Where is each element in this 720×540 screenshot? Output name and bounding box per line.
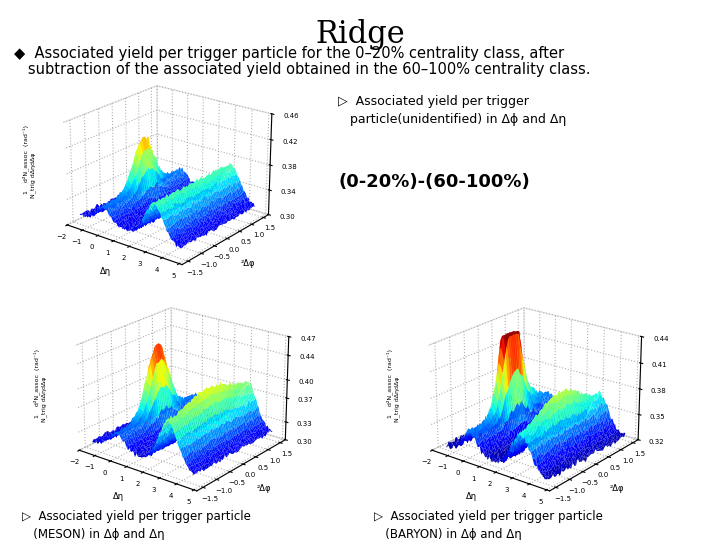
Y-axis label: ²Δφ: ²Δφ [241, 259, 256, 268]
Y-axis label: ²Δφ: ²Δφ [257, 484, 271, 494]
Text: (0-20%)-(60-100%): (0-20%)-(60-100%) [338, 173, 530, 191]
Text: 1    d²N_assoc  (rad⁻¹)
N_trig dΔηdΔφ: 1 d²N_assoc (rad⁻¹) N_trig dΔηdΔφ [387, 349, 400, 422]
Text: subtraction of the associated yield obtained in the 60–100% centrality class.: subtraction of the associated yield obta… [14, 62, 591, 77]
Text: ▷  Associated yield per trigger
   particle(unidentified) in Δϕ and Δη: ▷ Associated yield per trigger particle(… [338, 94, 567, 126]
Text: 1    d²N_assoc  (rad⁻¹)
N_trig dΔηdΔφ: 1 d²N_assoc (rad⁻¹) N_trig dΔηdΔφ [23, 125, 36, 198]
Text: ◆  Associated yield per trigger particle for the 0–20% centrality class, after: ◆ Associated yield per trigger particle … [14, 46, 564, 61]
X-axis label: Δη: Δη [114, 492, 125, 502]
Text: ▷  Associated yield per trigger particle
   (MESON) in Δϕ and Δη: ▷ Associated yield per trigger particle … [22, 510, 251, 540]
X-axis label: Δη: Δη [467, 492, 477, 502]
Text: Ridge: Ridge [315, 19, 405, 50]
Y-axis label: ²Δφ: ²Δφ [610, 484, 624, 494]
X-axis label: Δη: Δη [100, 267, 111, 276]
Text: 1    d²N_assoc  (rad⁻¹)
N_trig dΔηdΔφ: 1 d²N_assoc (rad⁻¹) N_trig dΔηdΔφ [34, 349, 47, 422]
Text: ▷  Associated yield per trigger particle
   (BARYON) in Δϕ and Δη: ▷ Associated yield per trigger particle … [374, 510, 603, 540]
